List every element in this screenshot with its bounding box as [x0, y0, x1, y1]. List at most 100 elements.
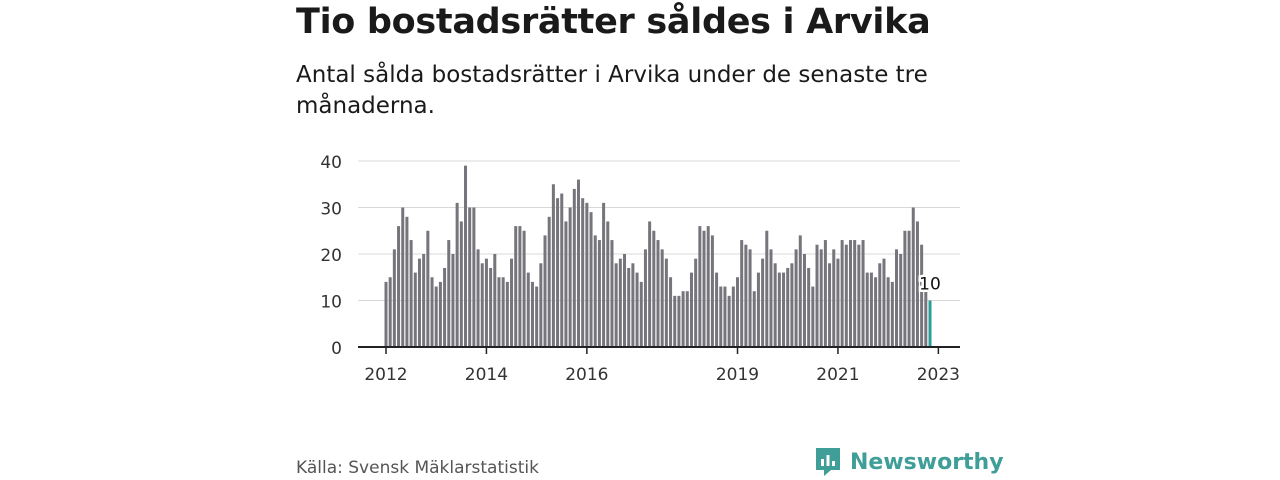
bar	[401, 207, 405, 347]
bar	[576, 179, 580, 347]
bar	[790, 263, 794, 347]
bar	[397, 226, 401, 347]
bar	[811, 286, 815, 347]
bar	[585, 202, 589, 347]
bar	[443, 267, 447, 347]
bar	[698, 226, 702, 347]
bar	[510, 258, 514, 347]
bar	[899, 254, 903, 347]
bar	[886, 277, 890, 347]
bar	[543, 235, 547, 347]
bar	[736, 277, 740, 347]
bar	[777, 272, 781, 347]
bar	[802, 254, 806, 347]
y-tick-label: 0	[331, 339, 342, 359]
bar	[744, 244, 748, 347]
bar	[430, 277, 434, 347]
bar	[417, 258, 421, 347]
bar	[740, 240, 744, 347]
bar	[593, 235, 597, 347]
bar	[794, 249, 798, 347]
chart-subtitle: Antal sålda bostadsrätter i Arvika under…	[296, 62, 928, 119]
bar	[752, 291, 756, 347]
bar	[480, 263, 484, 347]
annotation-label: 10	[919, 275, 941, 295]
bar	[451, 254, 455, 347]
bar	[493, 254, 497, 347]
bar	[731, 286, 735, 347]
bar	[920, 244, 924, 347]
bar	[560, 193, 564, 347]
bar	[915, 221, 919, 347]
x-tick-label: 2019	[716, 365, 759, 385]
bar	[756, 272, 760, 347]
bar	[623, 254, 627, 347]
bar	[844, 244, 848, 347]
bar	[861, 240, 865, 347]
bar	[526, 272, 530, 347]
bar	[551, 184, 555, 347]
bar	[539, 263, 543, 347]
brand-logo[interactable]: Newsworthy	[814, 446, 1004, 478]
bar	[556, 198, 560, 347]
bar	[518, 226, 522, 347]
bar	[815, 244, 819, 347]
bar	[819, 249, 823, 347]
bar	[706, 226, 710, 347]
bar	[505, 281, 509, 347]
x-tick-label: 2021	[816, 365, 859, 385]
bar	[710, 235, 714, 347]
bar	[631, 263, 635, 347]
bar	[405, 216, 409, 347]
bar	[911, 207, 915, 347]
bar	[568, 207, 572, 347]
bar	[639, 281, 643, 347]
bar	[602, 202, 606, 347]
bar	[807, 267, 811, 347]
bar	[564, 221, 568, 347]
bar	[769, 249, 773, 347]
bar	[530, 281, 534, 347]
bar	[715, 272, 719, 347]
bar	[426, 230, 430, 347]
bar	[761, 258, 765, 347]
bar	[614, 263, 618, 347]
bar	[669, 277, 673, 347]
bar	[748, 249, 752, 347]
y-tick-label: 20	[320, 246, 342, 266]
bar	[459, 221, 463, 347]
bar	[907, 230, 911, 347]
bar	[874, 277, 878, 347]
bar	[648, 221, 652, 347]
bar	[501, 277, 505, 347]
bar	[689, 272, 693, 347]
bar	[514, 226, 518, 347]
bar	[765, 230, 769, 347]
bar	[664, 258, 668, 347]
bar	[681, 291, 685, 347]
bar	[656, 240, 660, 347]
bar	[572, 188, 576, 347]
chart-title: Tio bostadsrätter såldes i Arvika	[296, 2, 931, 42]
bar	[476, 249, 480, 347]
bar	[388, 277, 392, 347]
bar	[547, 216, 551, 347]
bar	[832, 249, 836, 347]
bar-chart: 0 10 20 30 40 2012 2014 2016 2019 2021 2023 10	[320, 153, 960, 385]
bar	[903, 230, 907, 347]
bar	[438, 281, 442, 347]
bar	[610, 240, 614, 347]
bar	[865, 272, 869, 347]
bar	[848, 240, 852, 347]
bar	[869, 272, 873, 347]
bar	[606, 221, 610, 347]
y-tick-label: 10	[320, 293, 342, 313]
bar	[589, 212, 593, 347]
bar	[853, 240, 857, 347]
bar	[828, 263, 832, 347]
bar	[447, 240, 451, 347]
bar	[782, 272, 786, 347]
bar	[627, 267, 631, 347]
bar	[384, 281, 388, 347]
source-note: Källa: Svensk Mäklarstatistik	[296, 458, 539, 478]
